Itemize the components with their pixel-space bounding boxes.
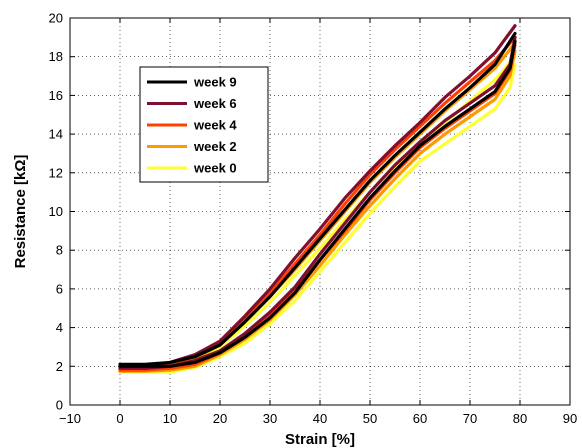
x-tick-label: 20: [213, 411, 227, 426]
y-tick-label: 10: [49, 204, 63, 219]
y-axis-title: Resistance [kΩ]: [12, 155, 29, 269]
x-tick-label: 0: [116, 411, 123, 426]
y-tick-label: 16: [49, 88, 63, 103]
x-tick-label: 80: [513, 411, 527, 426]
legend-label-week-2: week 2: [193, 139, 237, 154]
x-tick-label: 60: [413, 411, 427, 426]
legend-label-week-4: week 4: [193, 118, 237, 133]
y-tick-label: 2: [56, 359, 63, 374]
x-tick-label: 40: [313, 411, 327, 426]
series-layer: [118, 24, 517, 374]
x-tick-label: −10: [59, 411, 81, 426]
ticks: [69, 17, 571, 406]
series-line-week-2-unloading: [118, 49, 517, 373]
series-line-week-9-unloading: [118, 39, 517, 368]
x-tick-label: 30: [263, 411, 277, 426]
y-tick-label: 0: [56, 398, 63, 413]
y-tick-label: 18: [49, 49, 63, 64]
y-tick-label: 8: [56, 243, 63, 258]
x-tick-label: 90: [563, 411, 577, 426]
y-tick-label: 20: [49, 11, 63, 26]
y-tick-label: 6: [56, 281, 63, 296]
legend: week 9 week 6 week 4 week 2 week 0: [139, 66, 269, 183]
legend-label-week-6: week 6: [193, 96, 237, 111]
y-tick-label: 4: [56, 320, 63, 335]
y-tick-label: 14: [49, 127, 63, 142]
y-tick-label: 12: [49, 165, 63, 180]
x-tick-label: 50: [363, 411, 377, 426]
x-axis-title: Strain [%]: [285, 431, 355, 448]
legend-label-week-0: week 0: [193, 161, 237, 176]
legend-label-week-9: week 9: [193, 75, 237, 90]
x-tick-label: 70: [463, 411, 477, 426]
x-tick-label: 10: [163, 411, 177, 426]
series-line-week-9-loading: [118, 31, 517, 366]
